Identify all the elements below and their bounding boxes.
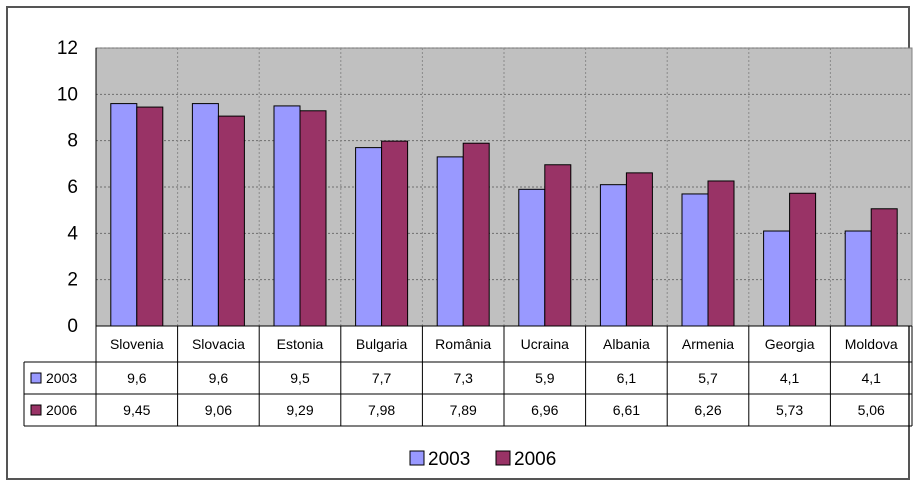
data-label: 6,96 <box>531 402 558 418</box>
data-label: 6,61 <box>613 402 640 418</box>
bar-2006 <box>789 192 817 327</box>
data-label: 9,45 <box>123 402 150 418</box>
bar-2003 <box>599 184 627 327</box>
y-tick-label: 2 <box>67 270 78 291</box>
bar-2003 <box>518 188 546 327</box>
data-label: 5,7 <box>698 370 718 386</box>
x-tick-label: România <box>435 336 491 352</box>
table-legend-key <box>30 372 42 384</box>
bar-2003 <box>763 230 791 327</box>
x-tick-label: Armenia <box>682 336 734 352</box>
data-label: 4,1 <box>780 370 800 386</box>
bar-2006 <box>544 164 572 327</box>
data-label: 7,7 <box>372 370 392 386</box>
data-label: 9,6 <box>127 370 147 386</box>
bar-2006 <box>870 208 898 327</box>
x-tick-label: Georgia <box>765 336 815 352</box>
x-tick-label: Slovacia <box>192 336 245 352</box>
table-series-name: 2006 <box>46 402 77 418</box>
bar-2006 <box>299 110 327 327</box>
y-tick-label: 0 <box>67 316 78 337</box>
data-label: 9,6 <box>209 370 229 386</box>
x-tick-label: Ucraina <box>521 336 569 352</box>
bar-2003 <box>273 105 301 327</box>
bar-2006 <box>217 115 245 327</box>
bar-2006 <box>462 142 490 327</box>
data-label: 5,9 <box>535 370 555 386</box>
y-tick-label: 10 <box>57 84 78 105</box>
bar-2003 <box>436 156 464 327</box>
x-tick-label: Estonia <box>277 336 324 352</box>
data-label: 9,06 <box>205 402 232 418</box>
data-label: 5,73 <box>776 402 803 418</box>
x-tick-label: Moldova <box>845 336 898 352</box>
data-label: 7,89 <box>450 402 477 418</box>
x-tick-label: Slovenia <box>110 336 164 352</box>
bar-2003 <box>355 147 383 327</box>
y-tick-label: 8 <box>67 131 78 152</box>
y-tick-label: 6 <box>67 177 78 198</box>
y-tick-label: 12 <box>57 38 78 59</box>
bar-2003 <box>191 103 219 327</box>
bar-2006 <box>625 172 653 327</box>
legend-label: 2006 <box>514 449 556 470</box>
data-label: 6,1 <box>617 370 637 386</box>
data-label: 7,3 <box>453 370 473 386</box>
legend-label: 2003 <box>428 449 470 470</box>
bar-2003 <box>681 193 709 327</box>
bar-2006 <box>381 140 409 327</box>
bar-2003 <box>844 230 872 327</box>
table-legend-key <box>30 404 42 416</box>
table-series-name: 2003 <box>46 370 77 386</box>
bar-2006 <box>707 180 735 327</box>
data-label: 7,98 <box>368 402 395 418</box>
bar-2006 <box>136 106 164 327</box>
x-tick-label: Bulgaria <box>356 336 408 352</box>
data-label: 5,06 <box>858 402 885 418</box>
legend-swatch <box>409 450 425 466</box>
legend-swatch <box>495 450 511 466</box>
y-tick-label: 4 <box>67 223 78 244</box>
data-label: 9,5 <box>290 370 310 386</box>
data-label: 4,1 <box>861 370 881 386</box>
x-tick-label: Albania <box>603 336 650 352</box>
data-label: 9,29 <box>286 402 313 418</box>
data-label: 6,26 <box>694 402 721 418</box>
bar-2003 <box>110 103 138 327</box>
